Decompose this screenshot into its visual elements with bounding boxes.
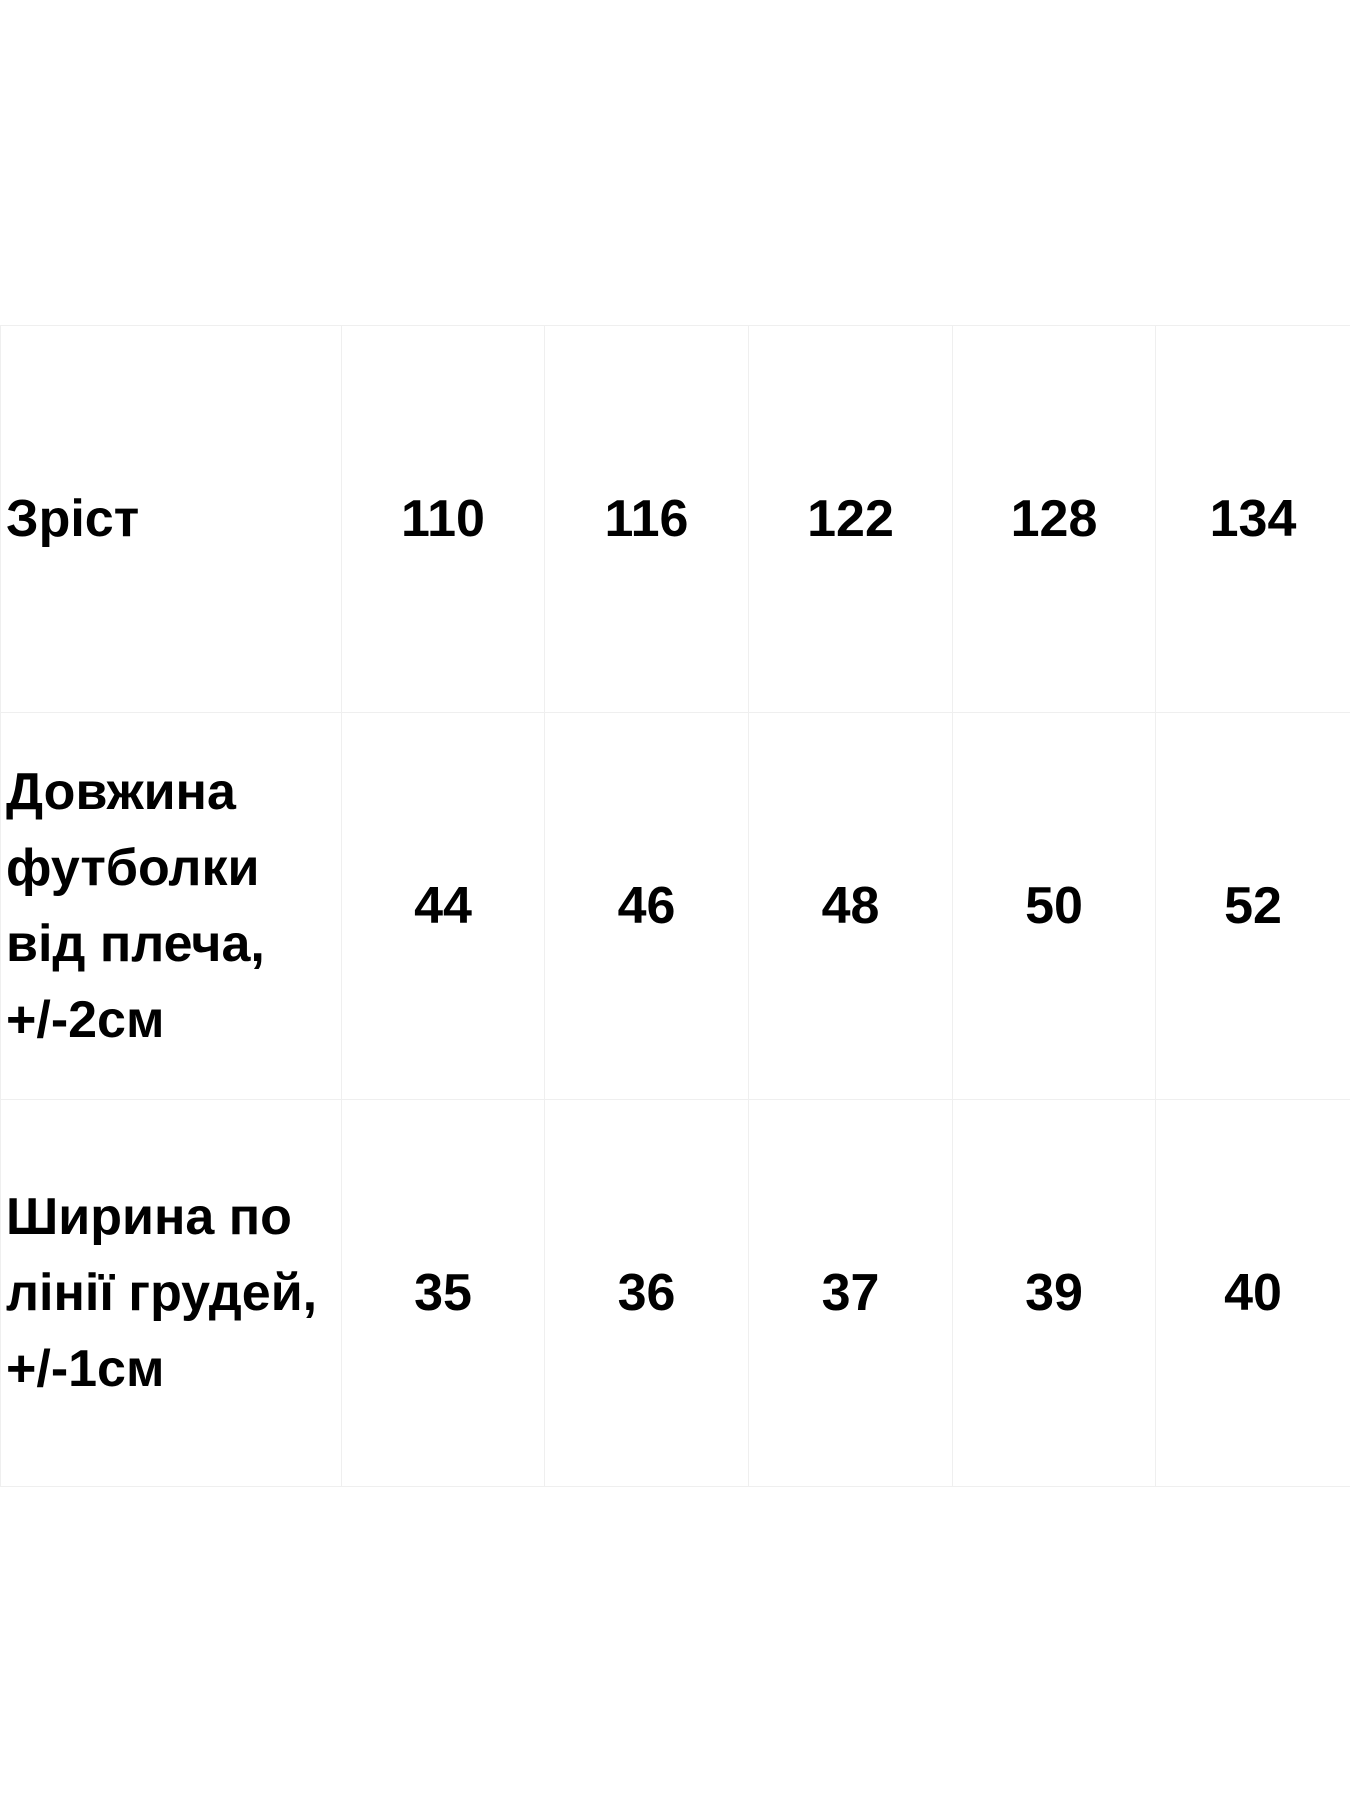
size-cell: 134: [1155, 325, 1350, 713]
value-cell: 35: [341, 1099, 545, 1487]
row-label: Довжина футболки від плеча, +/-2см: [0, 712, 342, 1100]
table-row-length: Довжина футболки від плеча, +/-2см 44 46…: [0, 712, 1350, 1100]
size-cell: 128: [952, 325, 1156, 713]
value-cell: 50: [952, 712, 1156, 1100]
size-cell: 116: [544, 325, 749, 713]
size-cell: 122: [748, 325, 953, 713]
value-cell: 39: [952, 1099, 1156, 1487]
value-cell: 36: [544, 1099, 749, 1487]
value-cell: 40: [1155, 1099, 1350, 1487]
size-cell: 110: [341, 325, 545, 713]
value-cell: 48: [748, 712, 953, 1100]
table-row-height: Зріст 110 116 122 128 134: [0, 325, 1350, 713]
table-row-chest-width: Ширина по лінії грудей, +/-1см 35 36 37 …: [0, 1099, 1350, 1487]
value-cell: 44: [341, 712, 545, 1100]
size-table: Зріст 110 116 122 128 134 Довжина футбол…: [0, 325, 1350, 1487]
row-label: Ширина по лінії грудей, +/-1см: [0, 1099, 342, 1487]
value-cell: 37: [748, 1099, 953, 1487]
value-cell: 52: [1155, 712, 1350, 1100]
row-label: Зріст: [0, 325, 342, 713]
value-cell: 46: [544, 712, 749, 1100]
